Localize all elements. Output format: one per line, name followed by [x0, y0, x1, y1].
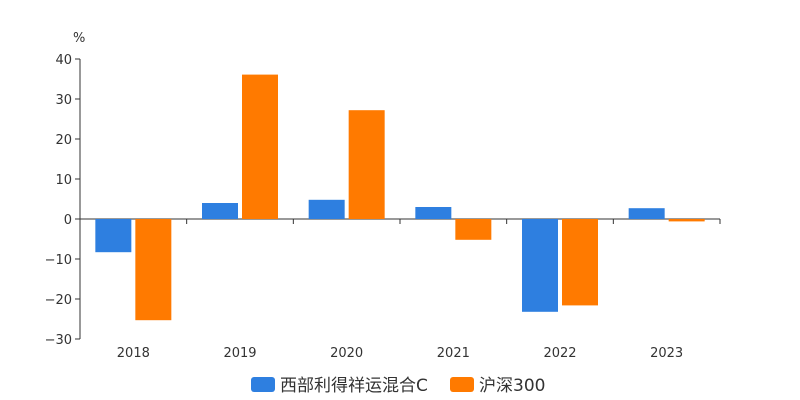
- x-tick-label: 2023: [650, 346, 683, 361]
- legend-item[interactable]: 西部利得祥运混合C: [251, 376, 428, 396]
- axes: 40 30 20 10 0 −10 −20 −30 2018 2019 2020 2021 2022 20…: [45, 53, 721, 361]
- y-tick-label: −20: [45, 293, 72, 308]
- bar[interactable]: [455, 219, 492, 240]
- y-tick-label: 30: [55, 93, 72, 108]
- legend-swatch: [251, 377, 275, 392]
- y-tick-label: 10: [55, 173, 72, 188]
- bar[interactable]: [522, 219, 558, 312]
- legend-item[interactable]: 沪深300: [450, 376, 545, 396]
- bar[interactable]: [562, 219, 598, 306]
- y-tick-label: 0: [64, 213, 72, 228]
- y-tick-label: −10: [45, 253, 72, 268]
- bar[interactable]: [95, 219, 132, 253]
- y-tick-label: 20: [55, 133, 72, 148]
- x-tick-label: 2022: [543, 346, 576, 361]
- x-tick-label: 2019: [223, 346, 256, 361]
- bars: [95, 74, 705, 321]
- x-tick-label: 2018: [117, 346, 150, 361]
- y-axis-unit: %: [73, 31, 85, 46]
- bar[interactable]: [242, 74, 278, 219]
- x-tick-label: 2021: [437, 346, 470, 361]
- bar[interactable]: [415, 207, 452, 219]
- legend[interactable]: 西部利得祥运混合C 沪深300: [251, 376, 545, 396]
- bar[interactable]: [202, 203, 238, 219]
- legend-label: 西部利得祥运混合C: [280, 376, 428, 396]
- bar[interactable]: [308, 199, 345, 219]
- bar[interactable]: [348, 110, 385, 219]
- legend-label: 沪深300: [479, 376, 545, 396]
- bar[interactable]: [668, 219, 705, 222]
- bar[interactable]: [135, 219, 172, 321]
- bar[interactable]: [628, 208, 665, 219]
- x-tick-label: 2020: [330, 346, 363, 361]
- y-tick-label: 40: [55, 53, 72, 68]
- y-tick-label: −30: [45, 333, 72, 348]
- legend-swatch: [450, 377, 474, 392]
